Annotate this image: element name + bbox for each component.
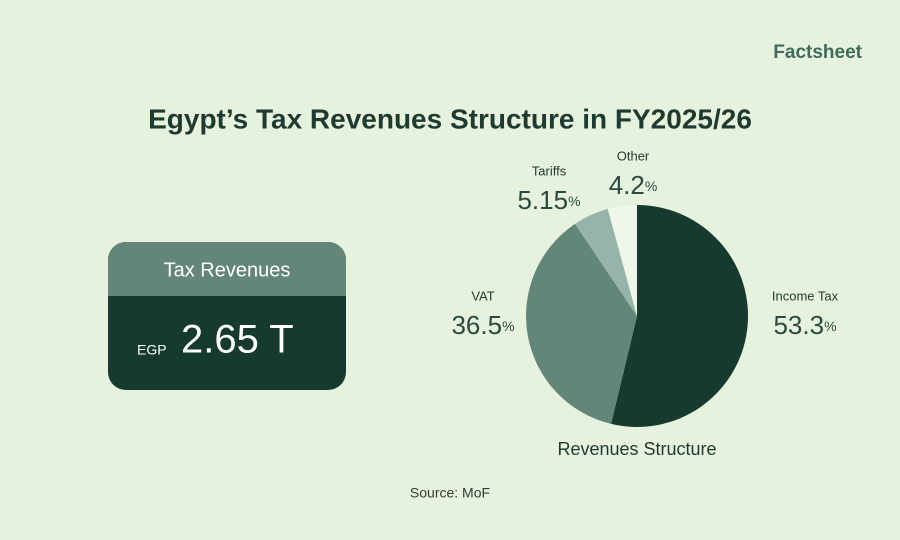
slice-value: 36.5% <box>451 310 514 340</box>
value-unit: % <box>502 318 514 334</box>
value-unit: % <box>824 318 836 334</box>
source: Source: MoF <box>410 485 490 501</box>
slice-name: VAT <box>471 288 494 303</box>
card-title: Tax Revenues <box>164 259 291 281</box>
card: Tax Revenues EGP 2.65 T <box>108 242 346 390</box>
slice-name: Income Tax <box>772 288 839 303</box>
pie-slice <box>607 205 637 316</box>
card-header <box>108 242 346 296</box>
slice-name: Other <box>617 148 650 163</box>
title: Egypt’s Tax Revenues Structure in FY2025… <box>148 103 752 134</box>
slice-name: Tariffs <box>532 163 567 178</box>
value-number: 53.3 <box>773 310 824 340</box>
slice-value: 53.3% <box>773 310 836 340</box>
value-number: 4.2 <box>609 170 645 200</box>
pie-slice <box>525 223 637 424</box>
pie-chart: Income Tax53.3%VAT36.5%Tariffs5.15%Other… <box>451 148 839 428</box>
value-number: 36.5 <box>451 310 502 340</box>
pie-slice <box>575 208 637 316</box>
slice-value: 4.2% <box>609 170 658 200</box>
slice-value: 5.15% <box>517 185 580 215</box>
value-unit: % <box>568 193 580 209</box>
card-amount: 2.65 T <box>181 318 294 362</box>
pie-slice <box>611 205 749 428</box>
value-number: 5.15 <box>517 185 568 215</box>
brand: Factsheet <box>773 42 862 63</box>
card-currency: EGP <box>137 342 167 358</box>
value-unit: % <box>645 178 657 194</box>
chart-caption: Revenues Structure <box>557 439 716 459</box>
